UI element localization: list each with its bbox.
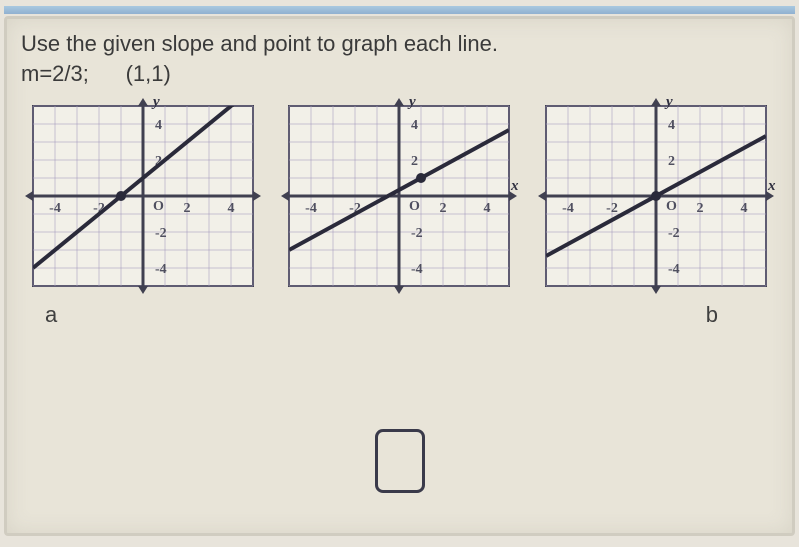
svg-text:-2: -2	[668, 226, 680, 241]
question-line1: Use the given slope and point to graph e…	[21, 31, 498, 56]
answer-input-box[interactable]	[375, 429, 425, 493]
graph-option-b[interactable]: -4 -2 2 4 -4 -2 2 4 Oy x b	[534, 96, 778, 328]
graph-option-a[interactable]: -4-224-4-224Oy a	[21, 96, 265, 328]
choice-label-a: a	[21, 302, 57, 328]
question-point: (1,1)	[126, 61, 171, 86]
svg-text:O: O	[409, 199, 420, 214]
svg-text:-4: -4	[306, 201, 318, 216]
svg-text:y: y	[151, 96, 160, 110]
svg-text:-2: -2	[155, 226, 167, 241]
svg-text:O: O	[666, 199, 677, 214]
svg-text:2: 2	[440, 201, 447, 216]
svg-text:x: x	[767, 178, 776, 194]
svg-text:4: 4	[411, 118, 418, 133]
svg-text:-4: -4	[562, 201, 574, 216]
question-prompt: Use the given slope and point to graph e…	[21, 29, 778, 88]
svg-text:4: 4	[228, 201, 235, 216]
graph-a-svg: -4-224-4-224Oy	[23, 96, 263, 296]
svg-text:2: 2	[696, 201, 703, 216]
svg-text:O: O	[153, 199, 164, 214]
svg-text:-4: -4	[668, 262, 680, 277]
svg-text:4: 4	[155, 118, 162, 133]
graph-b-svg: -4 -2 2 4 -4 -2 2 4 Oy x	[536, 96, 776, 296]
window-chrome-bar	[4, 6, 795, 14]
choice-label-b: b	[682, 302, 778, 328]
svg-text:-2: -2	[411, 226, 423, 241]
svg-text:y: y	[407, 96, 416, 110]
svg-text:4: 4	[484, 201, 491, 216]
graphs-container: -4-224-4-224Oy a -4-224-4-224Oyx -4-224-…	[21, 96, 778, 328]
svg-text:2: 2	[411, 154, 418, 169]
question-slope: m=2/3;	[21, 61, 89, 86]
svg-text:-2: -2	[606, 201, 618, 216]
svg-text:4: 4	[668, 118, 675, 133]
graph-option-middle[interactable]: -4-224-4-224Oyx	[277, 96, 521, 328]
svg-text:-4: -4	[411, 262, 423, 277]
svg-text:-4: -4	[155, 262, 167, 277]
svg-text:x: x	[510, 178, 519, 194]
svg-text:4: 4	[740, 201, 747, 216]
svg-text:2: 2	[668, 154, 675, 169]
svg-text:2: 2	[184, 201, 191, 216]
question-card: Use the given slope and point to graph e…	[4, 16, 795, 536]
svg-text:-4: -4	[49, 201, 61, 216]
svg-text:y: y	[664, 96, 673, 110]
graph-middle-svg: -4-224-4-224Oyx	[279, 96, 519, 296]
